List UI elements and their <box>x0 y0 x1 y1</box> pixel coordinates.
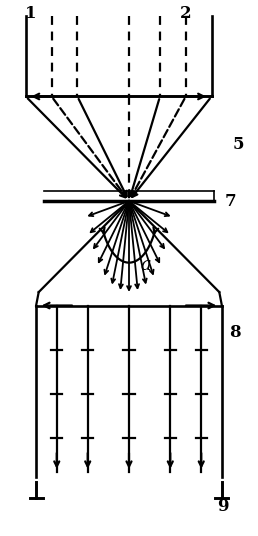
Text: 9: 9 <box>217 498 228 515</box>
Text: 1: 1 <box>25 5 37 23</box>
Text: 5: 5 <box>232 136 244 153</box>
Text: a: a <box>140 256 151 274</box>
Text: 2: 2 <box>180 5 192 23</box>
Text: 7: 7 <box>224 192 236 210</box>
Text: 8: 8 <box>230 324 241 341</box>
